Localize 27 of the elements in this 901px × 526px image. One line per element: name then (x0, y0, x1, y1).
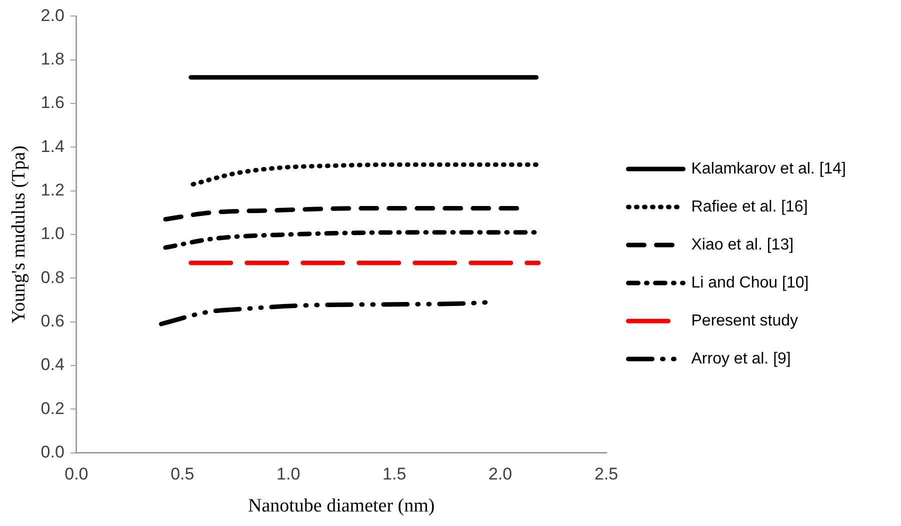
x-tick-label: 2.5 (594, 464, 618, 484)
y-axis-title: Young's mudulus (Tpa) (8, 146, 30, 324)
legend-label: Xiao et al. [13] (691, 236, 794, 254)
y-tick-label: 1.8 (40, 50, 64, 69)
legend-label: Kalamkarov et al. [14] (691, 160, 846, 178)
y-tick-label: 1.6 (40, 93, 64, 112)
legend-label: Li and Chou [10] (691, 274, 809, 292)
legend-label: Rafiee et al. [16] (691, 198, 808, 216)
y-tick-label: 1.4 (40, 136, 64, 156)
y-tick-label: 0.4 (40, 355, 64, 374)
y-tick-label: 0.8 (40, 268, 64, 287)
y-tick-label: 0.2 (40, 398, 64, 418)
y-tick-label: 1.0 (40, 224, 64, 244)
y-tick-label: 2.0 (40, 6, 64, 25)
y-tick-label: 1.2 (40, 180, 64, 200)
line-series (163, 206, 520, 222)
x-tick-label: 2.0 (488, 464, 512, 484)
y-tick-label: 0.6 (40, 312, 64, 331)
line-series (190, 162, 539, 187)
x-tick-label: 1.5 (382, 464, 406, 484)
x-tick-label: 1.0 (276, 464, 300, 484)
x-tick-label: 0.0 (64, 464, 88, 484)
legend-label: Peresent study (691, 312, 798, 330)
x-tick-label: 0.5 (170, 464, 194, 484)
legend-label: Arroy et al. [9] (691, 350, 791, 368)
y-tick-label: 0.0 (40, 442, 64, 462)
x-axis-title: Nanotube diameter (nm) (248, 496, 435, 517)
